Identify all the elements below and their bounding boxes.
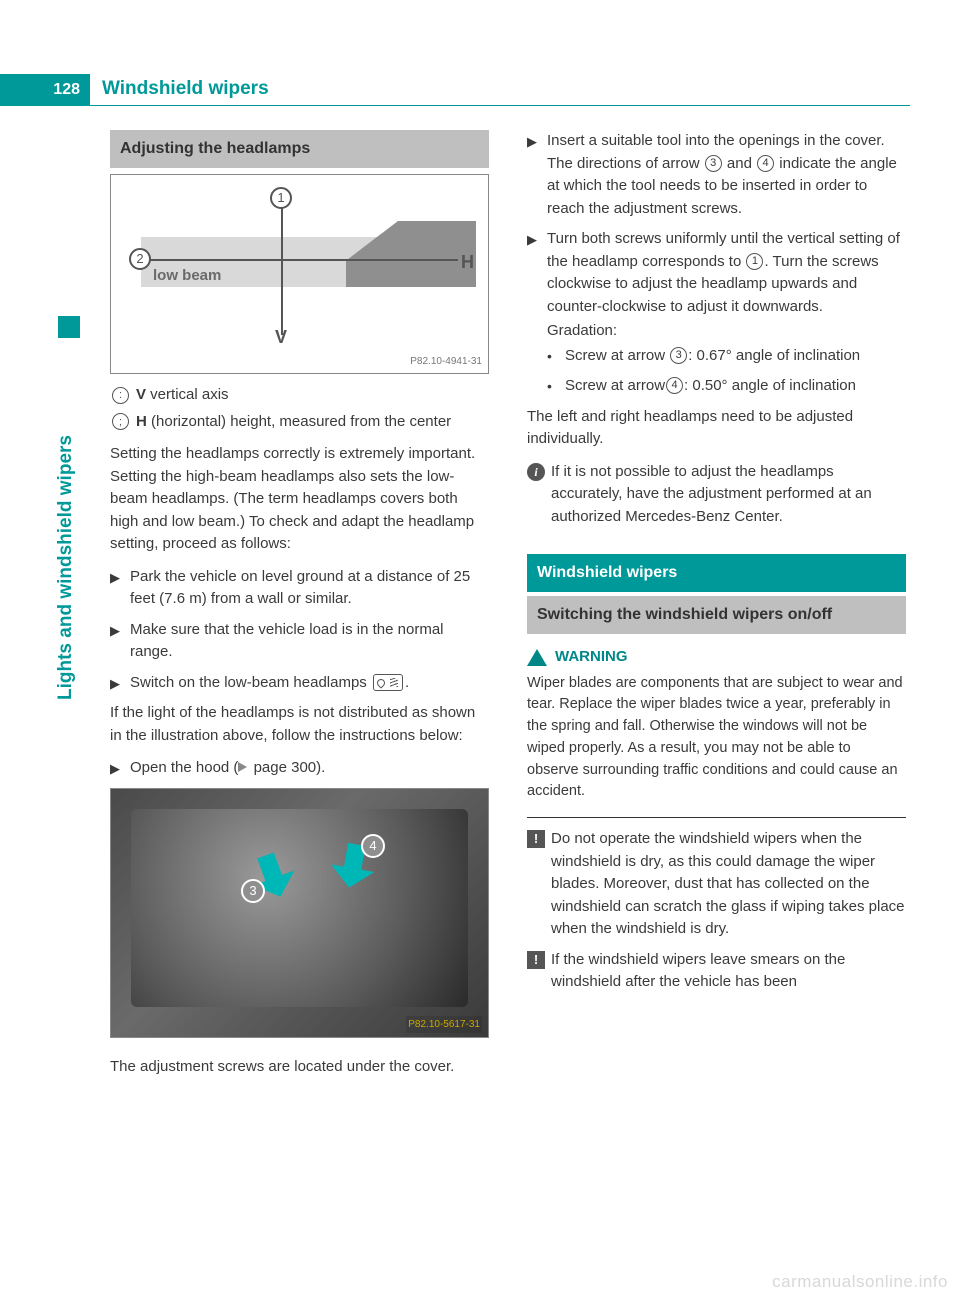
definition-2: ; H (horizontal) height, measured from t… bbox=[110, 411, 489, 434]
para-if-not-distributed: If the light of the headlamps is not dis… bbox=[110, 702, 489, 747]
dot-icon: • bbox=[545, 345, 565, 368]
info-text: If it is not possible to adjust the head… bbox=[551, 461, 906, 529]
h-axis-line bbox=[141, 259, 458, 261]
dot-icon: • bbox=[545, 375, 565, 398]
step-load-text: Make sure that the vehicle load is in th… bbox=[130, 619, 489, 664]
grad-item-2-text: Screw at arrow4: 0.50° angle of inclinat… bbox=[565, 375, 856, 398]
engine-shape bbox=[131, 809, 468, 1007]
step-turn-screws-text: Turn both screws uniformly until the ver… bbox=[547, 228, 906, 343]
step-insert-tool-text: Insert a suitable tool into the openings… bbox=[547, 130, 906, 220]
step-lowbeam-text: Switch on the low-beam headlamps . bbox=[130, 672, 409, 695]
step-open-hood-text: Open the hood ( page 300). bbox=[130, 757, 325, 780]
figure-id-1: P82.10-4941-31 bbox=[410, 354, 482, 369]
left-column: Adjusting the headlamps 1 2 H V low beam… bbox=[110, 130, 489, 1264]
header-bar: 128 Windshield wipers bbox=[0, 74, 910, 106]
step-park-text: Park the vehicle on level ground at a di… bbox=[130, 566, 489, 611]
callout-4: 4 bbox=[361, 834, 385, 858]
h-label: H bbox=[461, 249, 474, 276]
right-column: ▶ Insert a suitable tool into the openin… bbox=[527, 130, 906, 1264]
heading-adjusting-headlamps: Adjusting the headlamps bbox=[110, 130, 489, 168]
figure-id-2: P82.10-5617-31 bbox=[406, 1016, 482, 1033]
info-note: i If it is not possible to adjust the he… bbox=[527, 461, 906, 529]
grad-item-1-text: Screw at arrow 3: 0.67° angle of inclina… bbox=[565, 345, 860, 368]
circ-4-icon: 4 bbox=[666, 377, 683, 394]
gradation-label: Gradation: bbox=[547, 320, 906, 343]
caution-smears-text: If the windshield wipers leave smears on… bbox=[551, 949, 906, 994]
header-title: Windshield wipers bbox=[90, 74, 910, 106]
circ-4-icon: 4 bbox=[757, 155, 774, 172]
spacer bbox=[527, 536, 906, 554]
caution-smears: ! If the windshield wipers leave smears … bbox=[527, 949, 906, 994]
diagram1-inner: 1 2 H V low beam bbox=[131, 193, 468, 345]
warning-label: WARNING bbox=[555, 646, 628, 669]
lowbeam-key-icon bbox=[373, 674, 403, 691]
divider bbox=[527, 817, 906, 818]
bullet-icon: ▶ bbox=[110, 672, 130, 695]
para-screws-location: The adjustment screws are located under … bbox=[110, 1056, 489, 1079]
step-park: ▶ Park the vehicle on level ground at a … bbox=[110, 566, 489, 611]
caution-dry-wipe-text: Do not operate the windshield wipers whe… bbox=[551, 828, 906, 941]
page-number: 128 bbox=[0, 74, 90, 106]
info-icon: i bbox=[527, 463, 545, 481]
subheading-switching-wipers: Switching the windshield wipers on/off bbox=[527, 596, 906, 634]
circ-3-icon: 3 bbox=[705, 155, 722, 172]
para-setting-importance: Setting the headlamps correctly is extre… bbox=[110, 443, 489, 556]
def-num-2: ; bbox=[112, 411, 136, 434]
low-beam-label: low beam bbox=[153, 265, 221, 288]
def-num-1: : bbox=[112, 384, 136, 407]
exclamation-icon: ! bbox=[527, 951, 545, 969]
content-columns: Adjusting the headlamps 1 2 H V low beam… bbox=[110, 130, 906, 1264]
heading-windshield-wipers: Windshield wipers bbox=[527, 554, 906, 592]
step-lowbeam: ▶ Switch on the low-beam headlamps . bbox=[110, 672, 489, 695]
step-turn-screws: ▶ Turn both screws uniformly until the v… bbox=[527, 228, 906, 343]
callout-3: 3 bbox=[241, 879, 265, 903]
caution-dry-wipe: ! Do not operate the windshield wipers w… bbox=[527, 828, 906, 941]
warning-triangle-icon bbox=[527, 649, 547, 666]
side-section-label: Lights and windshield wipers bbox=[52, 435, 81, 700]
circ-1-icon: 1 bbox=[746, 253, 763, 270]
grad-item-1: • Screw at arrow 3: 0.67° angle of incli… bbox=[545, 345, 906, 368]
page-root: 128 Windshield wipers Lights and windshi… bbox=[0, 0, 960, 1302]
diagram-adjustment-screws: 3 4 P82.10-5617-31 bbox=[110, 788, 489, 1038]
step-load: ▶ Make sure that the vehicle load is in … bbox=[110, 619, 489, 664]
bullet-icon: ▶ bbox=[527, 130, 547, 220]
page-ref-icon bbox=[238, 762, 247, 772]
beam-cutoff-shape bbox=[346, 221, 476, 287]
step-insert-tool: ▶ Insert a suitable tool into the openin… bbox=[527, 130, 906, 220]
exclamation-icon: ! bbox=[527, 830, 545, 848]
definition-1: : V vertical axis bbox=[110, 384, 489, 407]
para-adjust-individually: The left and right headlamps need to be … bbox=[527, 406, 906, 451]
diagram-headlamp-axes: 1 2 H V low beam P82.10-4941-31 bbox=[110, 174, 489, 374]
callout-2: 2 bbox=[129, 248, 151, 270]
watermark: carmanualsonline.info bbox=[772, 1269, 948, 1295]
step-open-hood: ▶ Open the hood ( page 300). bbox=[110, 757, 489, 780]
bullet-icon: ▶ bbox=[110, 757, 130, 780]
def-text-2: H (horizontal) height, measured from the… bbox=[136, 411, 451, 434]
def-text-1: V vertical axis bbox=[136, 384, 229, 407]
bullet-icon: ▶ bbox=[110, 566, 130, 611]
side-tab bbox=[58, 316, 80, 338]
warning-header: WARNING bbox=[527, 646, 906, 669]
bullet-icon: ▶ bbox=[110, 619, 130, 664]
v-axis-line bbox=[281, 201, 283, 335]
warning-body: Wiper blades are components that are sub… bbox=[527, 673, 906, 804]
callout-1: 1 bbox=[270, 187, 292, 209]
circ-3-icon: 3 bbox=[670, 347, 687, 364]
v-label: V bbox=[275, 324, 287, 351]
grad-item-2: • Screw at arrow4: 0.50° angle of inclin… bbox=[545, 375, 906, 398]
gradation-list: • Screw at arrow 3: 0.67° angle of incli… bbox=[527, 345, 906, 406]
bullet-icon: ▶ bbox=[527, 228, 547, 343]
